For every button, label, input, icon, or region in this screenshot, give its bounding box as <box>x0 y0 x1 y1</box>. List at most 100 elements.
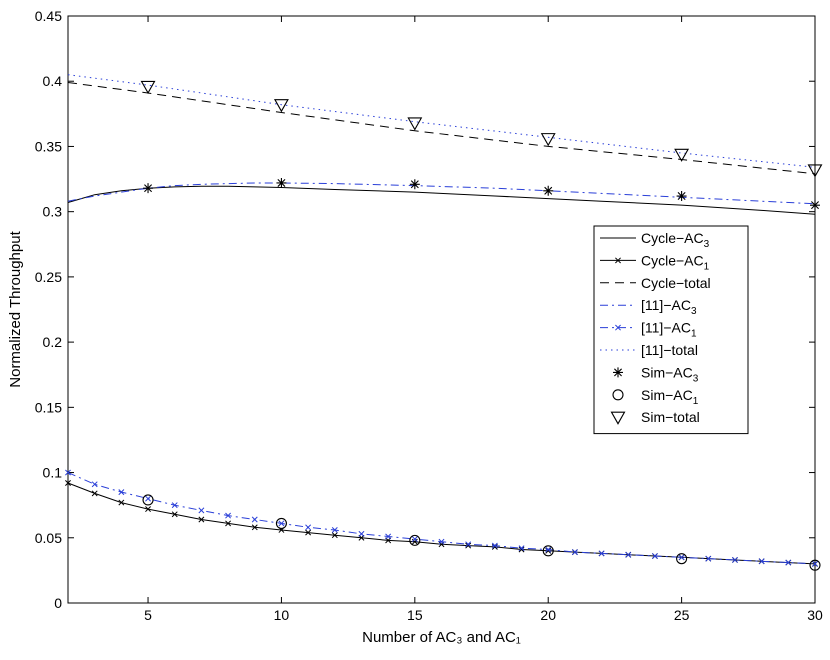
data-point <box>542 545 554 557</box>
x-tick-label: 20 <box>540 607 556 623</box>
series-sim-ac1 <box>142 494 821 571</box>
series-line <box>67 472 816 565</box>
data-point <box>651 553 658 559</box>
series-11-total <box>67 74 816 168</box>
legend-marker <box>615 257 621 264</box>
data-point <box>810 200 820 211</box>
series-cycle-total <box>67 82 816 175</box>
data-point <box>545 546 552 553</box>
legend-entry: [11]−AC3 <box>600 297 697 317</box>
data-point <box>465 542 472 549</box>
data-point <box>676 553 688 565</box>
series-line <box>67 185 816 215</box>
y-axis-label: Normalized Throughput <box>7 230 24 387</box>
x-tick-label: 5 <box>144 607 152 623</box>
data-point <box>438 538 445 545</box>
legend-entry: Cycle−total <box>600 275 711 291</box>
data-point <box>145 506 151 513</box>
data-point <box>331 532 338 539</box>
legend-marker <box>613 367 623 378</box>
data-point <box>118 489 125 496</box>
data-point <box>278 520 285 527</box>
data-point <box>705 555 712 562</box>
data-point <box>571 549 578 556</box>
data-point <box>411 538 418 545</box>
series-11-ac3 <box>67 182 816 205</box>
data-point <box>758 558 765 565</box>
y-tick-label: 0.1 <box>43 465 63 481</box>
legend-entry: Sim−total <box>610 409 700 425</box>
x-tick-label: 25 <box>674 607 690 623</box>
legend-entry: Sim−AC3 <box>613 364 699 384</box>
data-point <box>540 133 556 147</box>
data-point <box>385 533 392 540</box>
data-point <box>676 191 687 202</box>
series-line <box>67 74 816 168</box>
series-layer <box>65 74 823 571</box>
series-line <box>67 182 816 205</box>
data-point <box>358 530 365 537</box>
data-point <box>142 494 154 506</box>
data-point <box>438 541 445 548</box>
legend-label: Sim−total <box>641 409 700 425</box>
y-tick-label: 0.2 <box>43 334 63 350</box>
data-point <box>409 534 421 546</box>
x-tick-label: 10 <box>274 607 290 623</box>
x-tick-label: 15 <box>407 607 423 623</box>
x-tick-label: 30 <box>807 607 823 623</box>
data-point <box>518 546 525 553</box>
data-point <box>251 516 258 523</box>
data-point <box>140 80 156 95</box>
data-point <box>305 529 312 536</box>
data-point <box>225 520 232 527</box>
data-point <box>465 541 472 548</box>
data-point <box>598 550 605 557</box>
data-point <box>518 545 525 552</box>
data-point <box>171 511 178 518</box>
data-point <box>732 556 738 563</box>
legend-label: [11]−AC3 <box>641 297 697 317</box>
series-sim-ac3 <box>143 177 820 211</box>
y-tick-label: 0 <box>54 595 62 611</box>
legend-label: [11]−total <box>641 342 698 358</box>
legend-label: Cycle−AC1 <box>641 252 710 272</box>
data-point <box>812 560 818 567</box>
data-point <box>407 117 423 131</box>
series-cycle-ac1 <box>65 480 818 567</box>
data-point <box>91 481 98 488</box>
data-point <box>809 559 821 571</box>
data-point <box>273 99 289 113</box>
legend-label: Cycle−total <box>641 275 711 291</box>
data-point <box>411 536 418 543</box>
legend-entry: Cycle−AC3 <box>600 230 710 250</box>
y-tick-label: 0.05 <box>35 530 62 546</box>
legend-entry: [11]−total <box>600 342 698 358</box>
legend-entry: [11]−AC1 <box>600 320 697 340</box>
y-tick-label: 0.45 <box>35 8 62 24</box>
data-point <box>171 502 178 509</box>
legend-marker <box>612 389 624 401</box>
data-point <box>678 554 685 561</box>
legend-label: [11]−AC1 <box>641 320 697 340</box>
data-point <box>275 517 287 529</box>
y-tick-label: 0.35 <box>35 138 62 154</box>
y-tick-label: 0.4 <box>43 73 63 89</box>
data-point <box>143 183 154 194</box>
series-line <box>67 482 816 565</box>
axes: 5 10 15 20 25 30 0 0.05 0.1 0.15 0.2 0.25 0.3 0.35 0.4… <box>35 8 823 623</box>
data-point <box>225 512 232 519</box>
data-point <box>331 526 338 533</box>
x-axis-label: Number of AC₃ and AC₁ <box>362 629 521 646</box>
data-point <box>65 480 71 486</box>
data-point <box>543 185 554 196</box>
data-point <box>145 495 151 502</box>
legend-marker <box>610 411 626 425</box>
data-point <box>674 148 690 162</box>
data-point <box>625 551 632 558</box>
data-point <box>785 559 792 566</box>
legend-label: Sim−AC3 <box>641 364 699 384</box>
series-cycle-ac3 <box>67 185 816 215</box>
legend-entry: Sim−AC1 <box>612 387 699 407</box>
